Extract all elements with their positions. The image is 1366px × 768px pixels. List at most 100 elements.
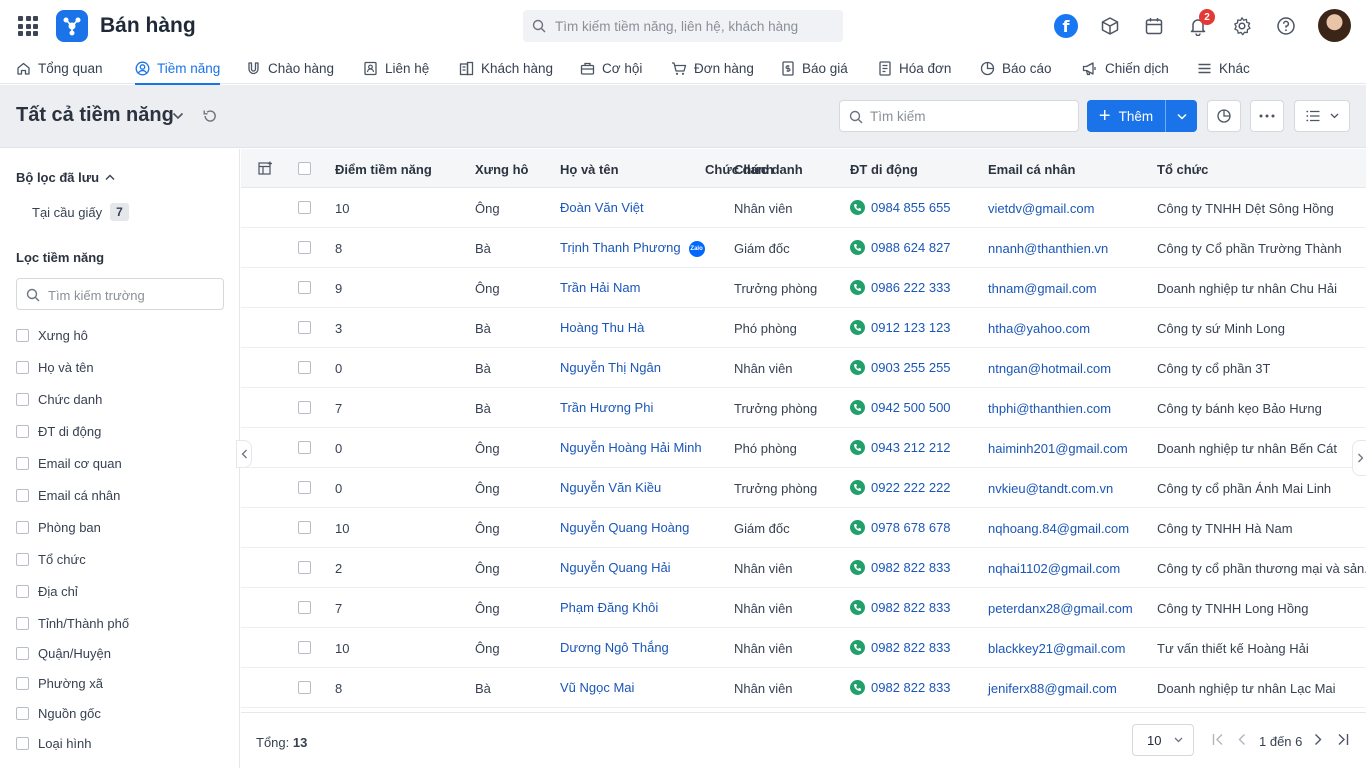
- filter-field-item[interactable]: Loại hình: [16, 733, 92, 753]
- zalo-icon[interactable]: Zalo: [688, 240, 705, 257]
- lead-name-link[interactable]: Nguyễn Văn Kiều: [560, 480, 662, 495]
- column-header-score[interactable]: Điểm tiềm năng: [335, 162, 432, 177]
- table-row[interactable]: 7 Ông Phạm Đăng Khôi Nhân viên 0982 822 833 p…: [241, 588, 1366, 628]
- row-checkbox[interactable]: [298, 561, 311, 574]
- help-icon[interactable]: [1274, 14, 1298, 38]
- refresh-icon[interactable]: [202, 108, 218, 124]
- email-link[interactable]: thphi@thanthien.com: [988, 401, 1112, 416]
- filter-field-checkbox[interactable]: [16, 520, 29, 534]
- global-search[interactable]: [523, 10, 843, 42]
- tab-chien-dich[interactable]: Chiến dịch: [1082, 52, 1169, 84]
- filter-field-item[interactable]: Họ và tên: [16, 357, 94, 377]
- phone-link[interactable]: 0982 822 833: [871, 640, 951, 655]
- page-size-select[interactable]: 10: [1132, 724, 1194, 756]
- tab-bao-cao[interactable]: Báo cáo: [980, 52, 1052, 84]
- table-row[interactable]: 8 Bà Vũ Ngọc Mai Nhân viên 0982 822 833 jenif…: [241, 668, 1366, 708]
- lead-name-link[interactable]: Đoàn Văn Việt: [560, 200, 644, 215]
- app-grid-icon[interactable]: [18, 16, 38, 36]
- table-row[interactable]: 0 Ông Nguyễn Văn Kiều Trưởng phòng 0922 222 …: [241, 468, 1366, 508]
- phone-link[interactable]: 0982 822 833: [871, 680, 951, 695]
- phone-icon[interactable]: [850, 320, 865, 335]
- chart-view-button[interactable]: [1207, 100, 1241, 132]
- row-checkbox[interactable]: [298, 441, 311, 454]
- phone-link[interactable]: 0943 212 212: [871, 440, 951, 455]
- email-link[interactable]: haiminh201@gmail.com: [988, 441, 1128, 456]
- global-search-input[interactable]: [555, 18, 835, 34]
- row-checkbox[interactable]: [298, 241, 311, 254]
- table-row[interactable]: 3 Bà Hoàng Thu Hà Phó phòng 0912 123 123 htha…: [241, 308, 1366, 348]
- filter-field-checkbox[interactable]: [16, 706, 29, 720]
- row-checkbox[interactable]: [298, 401, 311, 414]
- column-header-org[interactable]: Tổ chức: [1157, 162, 1209, 177]
- tab-khac[interactable]: Khác: [1197, 52, 1250, 84]
- filter-field-checkbox[interactable]: [16, 552, 29, 566]
- saved-filter-item[interactable]: Tại cầu giấy 7: [32, 203, 129, 221]
- tab-don-hang[interactable]: Đơn hàng: [671, 52, 754, 84]
- row-checkbox[interactable]: [298, 521, 311, 534]
- tab-chao-hang[interactable]: Chào hàng: [246, 52, 334, 84]
- table-row[interactable]: 0 Ông Nguyễn Hoàng Hải Minh Phó phòng 0943 2…: [241, 428, 1366, 468]
- phone-icon[interactable]: [850, 680, 865, 695]
- user-avatar[interactable]: [1318, 9, 1351, 42]
- phone-icon[interactable]: [850, 520, 865, 535]
- row-checkbox[interactable]: [298, 361, 311, 374]
- email-link[interactable]: nqhai1102@gmail.com: [988, 561, 1121, 576]
- email-link[interactable]: thnam@gmail.com: [988, 281, 1097, 296]
- column-header-email[interactable]: Email cá nhân: [988, 162, 1076, 177]
- table-row[interactable]: 2 Ông Nguyễn Quang Hải Nhân viên 0982 822 83…: [241, 548, 1366, 588]
- tab-tiem-nang[interactable]: Tiềm năng: [135, 52, 221, 85]
- lead-name-link[interactable]: Nguyễn Quang Hải: [560, 560, 671, 575]
- gear-icon[interactable]: [1230, 14, 1254, 38]
- phone-link[interactable]: 0942 500 500: [871, 400, 951, 415]
- email-link[interactable]: nvkieu@tandt.com.vn: [988, 481, 1114, 496]
- filter-field-item[interactable]: Tỉnh/Thành phố: [16, 613, 129, 633]
- email-link[interactable]: nqhoang.84@gmail.com: [988, 521, 1130, 536]
- column-header-name[interactable]: Họ và tên: [560, 162, 619, 177]
- row-checkbox[interactable]: [298, 681, 311, 694]
- email-link[interactable]: blackkey21@gmail.com: [988, 641, 1126, 656]
- table-row[interactable]: 8 Bà Trịnh Thanh Phương Zalo Giám đốc 0988 62…: [241, 228, 1366, 268]
- filter-field-checkbox[interactable]: [16, 424, 29, 438]
- lead-name-link[interactable]: Vũ Ngọc Mai: [560, 680, 635, 695]
- filter-field-item[interactable]: Phòng ban: [16, 517, 101, 537]
- row-checkbox[interactable]: [298, 281, 311, 294]
- table-row[interactable]: 10 Ông Nguyễn Quang Hoàng Giám đốc 0978 678 …: [241, 508, 1366, 548]
- filter-field-item[interactable]: ĐT di động: [16, 421, 101, 441]
- add-dropdown-button[interactable]: [1165, 100, 1197, 132]
- filter-field-checkbox[interactable]: [16, 584, 29, 598]
- filter-field-checkbox[interactable]: [16, 360, 29, 374]
- tab-lien-he[interactable]: Liên hệ: [363, 52, 429, 84]
- filter-field-item[interactable]: Email cá nhân: [16, 485, 120, 505]
- list-search[interactable]: [839, 100, 1079, 132]
- row-checkbox[interactable]: [298, 601, 311, 614]
- phone-link[interactable]: 0984 855 655: [871, 200, 951, 215]
- phone-link[interactable]: 0982 822 833: [871, 600, 951, 615]
- column-header-title[interactable]: Chức danh: [734, 162, 803, 177]
- filter-field-item[interactable]: Email cơ quan: [16, 453, 122, 473]
- phone-icon[interactable]: [850, 360, 865, 375]
- add-button[interactable]: + Thêm: [1098, 105, 1154, 127]
- phone-link[interactable]: 0988 624 827: [871, 240, 951, 255]
- phone-icon[interactable]: [850, 440, 865, 455]
- calendar-icon[interactable]: [1142, 14, 1166, 38]
- column-header-title-dragging[interactable]: Chức danh: [705, 162, 774, 177]
- saved-filters-header[interactable]: Bộ lọc đã lưu: [16, 170, 115, 185]
- filter-field-checkbox[interactable]: [16, 488, 29, 502]
- table-row[interactable]: 10 Ông Đoàn Văn Việt Nhân viên 0984 855 655 v…: [241, 188, 1366, 228]
- phone-link[interactable]: 0982 822 833: [871, 560, 951, 575]
- field-search-input[interactable]: [48, 286, 218, 304]
- lead-name-link[interactable]: Trần Hải Nam: [560, 280, 641, 295]
- phone-icon[interactable]: [850, 200, 865, 215]
- filter-field-item[interactable]: Quận/Huyện: [16, 643, 111, 663]
- collapse-sidebar-button[interactable]: [236, 440, 252, 468]
- filter-field-checkbox[interactable]: [16, 616, 29, 630]
- list-search-input[interactable]: [870, 107, 1070, 125]
- phone-icon[interactable]: [850, 640, 865, 655]
- phone-icon[interactable]: [850, 240, 865, 255]
- first-page-icon[interactable]: [1212, 733, 1224, 746]
- more-button[interactable]: [1250, 100, 1284, 132]
- filter-field-checkbox[interactable]: [16, 456, 29, 470]
- filter-field-checkbox[interactable]: [16, 736, 29, 750]
- row-checkbox[interactable]: [298, 321, 311, 334]
- lead-name-link[interactable]: Hoàng Thu Hà: [560, 320, 645, 335]
